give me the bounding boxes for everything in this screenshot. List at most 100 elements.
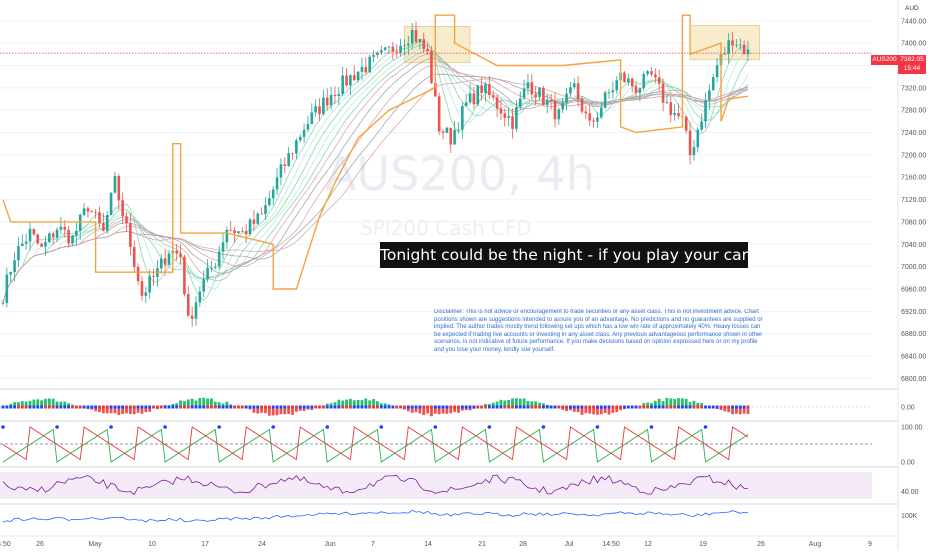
x-tick-label: 14:50 [0, 541, 11, 548]
candle-body [121, 200, 124, 216]
histogram-dot [534, 406, 537, 409]
candle-body [71, 236, 74, 244]
y-tick-label: 40.00 [901, 489, 919, 496]
candle-body [708, 90, 711, 100]
histogram-dot [411, 406, 414, 409]
candle-body [307, 124, 310, 130]
candle-body [449, 128, 452, 145]
candle-body [496, 97, 499, 108]
histogram-dot [179, 406, 182, 409]
histogram-dot [646, 406, 649, 409]
candle-body [642, 74, 645, 88]
candle-body [395, 52, 398, 53]
candle-body [264, 205, 267, 214]
histogram-dot [542, 406, 545, 409]
histogram-dot [716, 406, 719, 409]
candle-body [488, 84, 491, 95]
histogram-dot [654, 406, 657, 409]
histogram-dot [144, 406, 147, 409]
candle-body [245, 231, 248, 234]
candle-body [114, 176, 117, 193]
histogram-dot [291, 406, 294, 409]
histogram-dot [723, 406, 726, 409]
oscillator-signal-dot [163, 425, 167, 429]
candle-body [480, 85, 483, 93]
histogram-dot [700, 406, 703, 409]
candle-body [388, 47, 391, 48]
histogram-dot [635, 406, 638, 409]
candle-body [411, 30, 414, 44]
histogram-dot [44, 406, 47, 409]
candle-body [457, 130, 460, 131]
candle-body [577, 83, 580, 99]
x-tick-label: 12 [644, 541, 652, 548]
x-tick-label: 24 [258, 541, 266, 548]
candle-body [179, 253, 182, 256]
candle-body [6, 274, 9, 302]
candle-body [98, 212, 101, 223]
histogram-dot [426, 406, 429, 409]
y-tick-label: 7000.00 [901, 264, 926, 271]
candle-body [469, 93, 472, 102]
x-tick-label: 26 [36, 541, 44, 548]
candle-body [52, 233, 55, 237]
y-tick-label: 7280.00 [901, 108, 926, 115]
histogram-dot [465, 406, 468, 409]
histogram-dot [739, 406, 742, 409]
candle-body [685, 117, 688, 131]
histogram-dot [25, 406, 28, 409]
candle-body [565, 94, 568, 103]
histogram-dot [310, 406, 313, 409]
oscillator-signal-dot [704, 425, 708, 429]
histogram-dot [71, 406, 74, 409]
candle-body [392, 47, 395, 52]
candle-body [280, 164, 283, 177]
x-tick-label: 28 [519, 541, 527, 548]
candle-body [484, 84, 487, 93]
histogram-dot [557, 406, 560, 409]
candle-body [106, 215, 109, 231]
histogram-dot [276, 406, 279, 409]
histogram-dot [218, 406, 221, 409]
histogram-dot [283, 406, 286, 409]
histogram-dot [415, 406, 418, 409]
candle-body [519, 98, 522, 107]
histogram-dot [573, 406, 576, 409]
x-tick-label: May [88, 541, 102, 548]
histogram-dot [137, 406, 140, 409]
histogram-dot [507, 406, 510, 409]
histogram-dot [484, 406, 487, 409]
candle-body [673, 113, 676, 115]
histogram-dot [117, 406, 120, 409]
x-tick-label: Aug [809, 541, 822, 548]
histogram-dot [60, 406, 63, 409]
candle-body [592, 121, 595, 122]
candle-body [291, 153, 294, 154]
histogram-dot [2, 406, 5, 409]
y-tick-label: 100.00 [901, 425, 923, 432]
histogram-dot [198, 406, 201, 409]
candle-body [295, 140, 298, 153]
candle-body [63, 227, 66, 230]
histogram-dot [658, 406, 661, 409]
histogram-dot [611, 406, 614, 409]
candle-body [237, 231, 240, 233]
histogram-dot [519, 406, 522, 409]
histogram-dot [314, 406, 317, 409]
candle-body [79, 215, 82, 231]
candle-body [36, 234, 39, 243]
candle-body [2, 303, 5, 304]
candle-body [646, 71, 649, 74]
y-tick-label: 7080.00 [901, 219, 926, 226]
y-tick-label: 7040.00 [901, 242, 926, 249]
candle-body [145, 292, 148, 295]
candle-body [700, 121, 703, 129]
histogram-dot [114, 406, 117, 409]
candle-body [21, 244, 24, 246]
candle-body [241, 231, 244, 232]
histogram-dot [318, 406, 321, 409]
histogram-dot [473, 406, 476, 409]
y-tick-label: 6880.00 [901, 331, 926, 338]
